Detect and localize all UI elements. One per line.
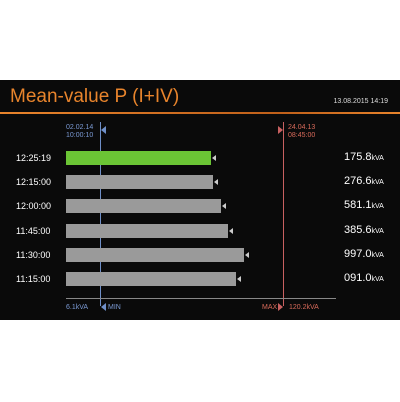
row-value-box: 385.6kVA [344,224,384,236]
datetime: 13.08.2015 14:19 [333,98,389,105]
max-arrow [278,126,283,134]
row-unit: kVA [371,227,384,235]
min-value: 6.1kVA [66,304,89,311]
max-label: MAX [262,304,278,311]
min-arrow-bottom [101,303,106,311]
row-bar-tip [229,227,233,234]
row-time: 11:30:00 [16,249,51,260]
max-date: 24.04.13 [288,124,316,131]
row-time: 11:45:00 [16,225,51,236]
row-bar-tip [222,203,226,210]
row-bar-tip [237,276,241,282]
min-line [100,122,101,306]
row-value: 175.8 [344,151,372,163]
screen-title: Mean-value P (I+IV) [10,86,180,107]
row-time: 12:25:19 [16,153,52,163]
row-time: 12:15:00 [16,177,52,188]
row-unit: kVA [371,203,384,211]
row-value: 385.6 [344,223,372,236]
row-unit: kVA [371,251,384,259]
row-bar-tip [245,251,249,258]
row-value-box: 175.8kVA [344,151,384,163]
row-value: 091.0 [344,272,372,284]
row-bar-tip [214,179,218,186]
min-date: 02.02.14 [66,124,94,131]
device-screen: Mean-value P (I+IV) 13.08.2015 14:19 02.… [0,80,400,320]
row-time: 11:15:00 [16,274,51,284]
row-value: 581.1 [344,199,372,212]
row-value-box: 581.1kVA [344,199,384,211]
min-time: 10:00:10 [66,132,94,139]
row-bar [66,247,244,262]
header-line [0,112,400,114]
row-value-box: 997.0kVA [344,248,384,260]
row-bar [66,175,213,190]
min-arrow [101,126,106,134]
row-value: 276.6 [344,175,372,188]
row-bar [66,272,236,286]
row-value: 997.0 [344,247,372,260]
max-arrow-bottom [278,303,283,311]
min-label: MIN [108,304,121,311]
row-bar-tip [212,155,216,161]
row-unit: kVA [371,155,384,162]
max-value: 120.2kVA [289,304,319,311]
row-value-box: 091.0kVA [344,272,384,284]
row-time: 12:00:00 [16,201,52,212]
max-line [283,122,284,306]
row-unit: kVA [371,179,384,187]
row-bar [66,223,228,238]
row-bar [66,199,221,214]
max-time: 08:45:00 [288,132,316,139]
row-value-box: 276.6kVA [344,175,384,187]
row-bar [66,151,211,165]
row-unit: kVA [371,276,384,283]
axis-line [66,298,336,299]
